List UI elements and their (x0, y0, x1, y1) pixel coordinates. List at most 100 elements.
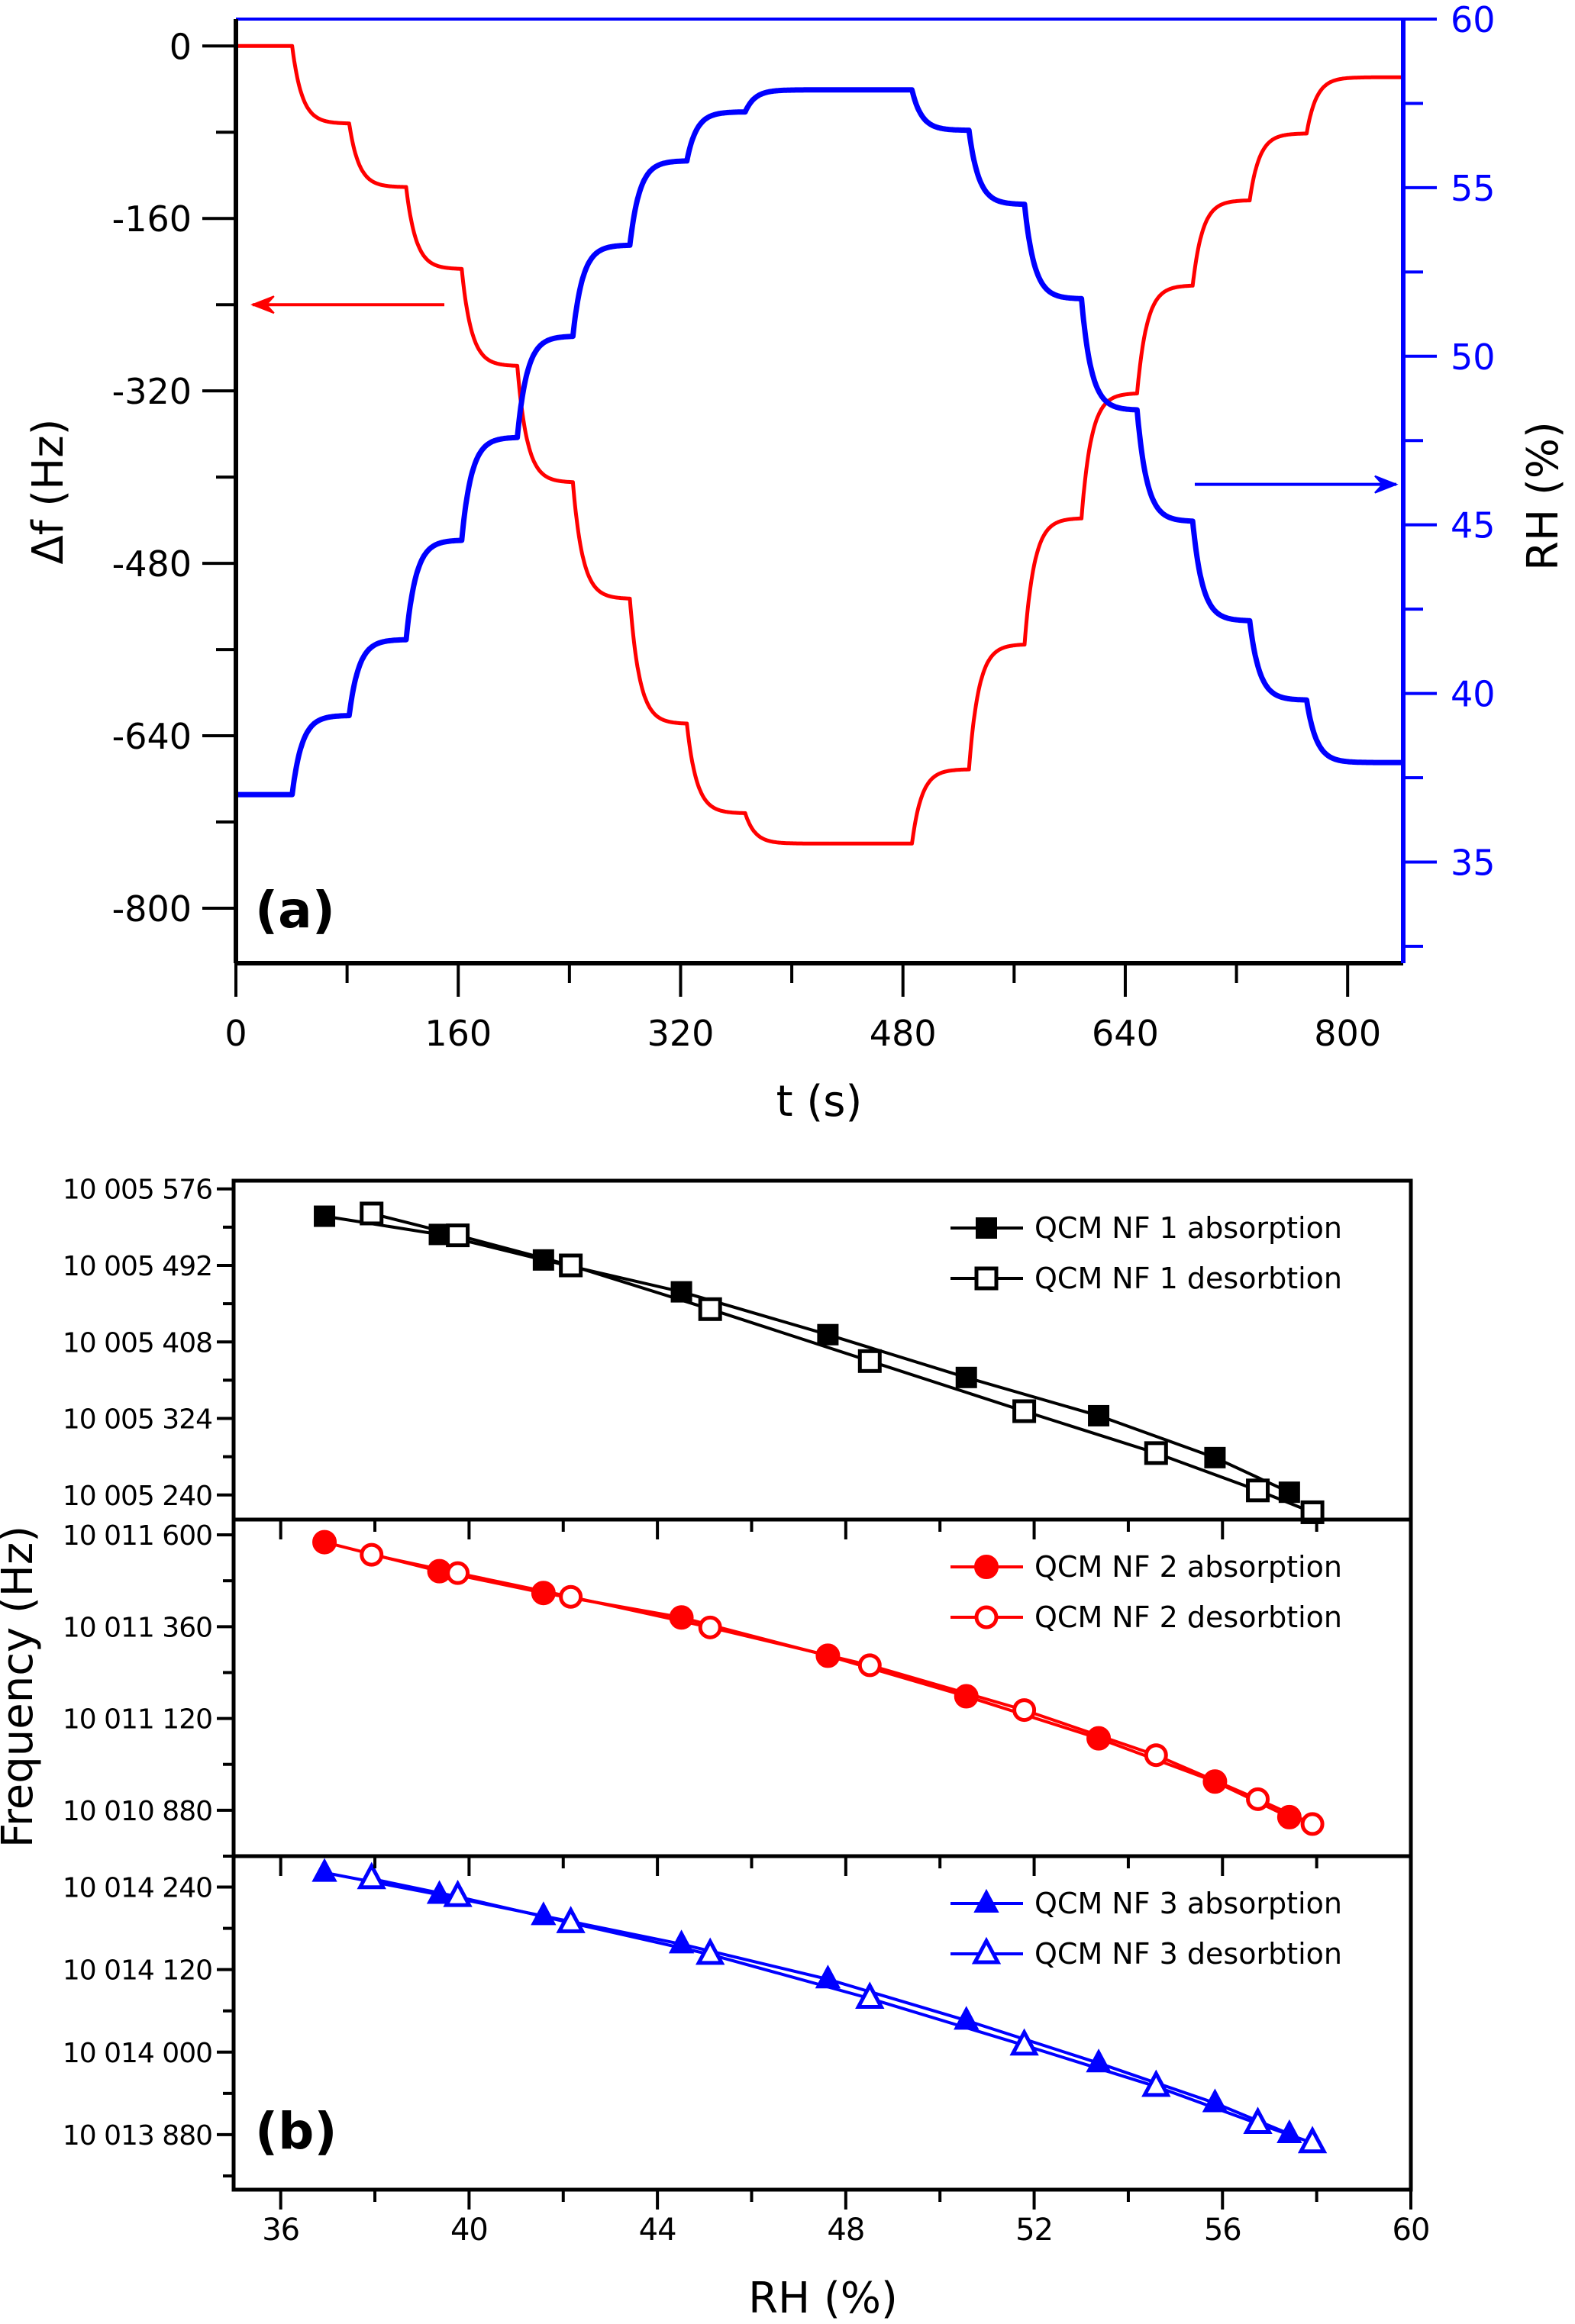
y-tick-label: 10 005 492 (63, 1251, 212, 1282)
y-tick-label: 10 005 324 (63, 1404, 212, 1436)
data-point-square (360, 1201, 384, 1226)
y-tick-label: 10 011 600 (63, 1520, 212, 1552)
x-tick-label: 480 (870, 1013, 937, 1054)
data-point-square (976, 1217, 997, 1239)
legend-entry: QCM NF 2 desorbtion (950, 1600, 1342, 1634)
panel-a-axes: 0 160 320 480 640 800 0 -160 -320 -480 -640 -800 35 4… (112, 0, 1496, 1054)
y-tick-label-right: 40 (1451, 674, 1496, 715)
data-point-triangle (971, 1936, 1002, 1965)
data-point-circle (857, 1653, 882, 1678)
legend-entry: QCM NF 1 absorption (950, 1211, 1342, 1245)
y-tick-label-right: 60 (1451, 0, 1496, 40)
y-tick-label-left: -320 (112, 371, 192, 412)
panel-a-y-axis-title-left: Δf (Hz) (24, 418, 73, 564)
legend-entry: QCM NF 3 desorbtion (950, 1936, 1342, 1971)
left-axis-arrow (250, 295, 445, 314)
data-point-square (1204, 1446, 1226, 1468)
data-point-circle (974, 1605, 999, 1629)
series-line (371, 1553, 1313, 1826)
right-axis-arrow (1194, 475, 1399, 494)
y-tick-label: 10 014 000 (63, 2038, 212, 2069)
panel-a-series (234, 44, 1406, 846)
data-point-square (559, 1253, 583, 1278)
data-point-circle (559, 1584, 583, 1609)
panel-a-annotations (250, 295, 1399, 494)
y-tick-label: 10 011 120 (63, 1704, 212, 1736)
frequency-shift-curve-line (234, 44, 1405, 846)
data-point-triangle (311, 1858, 337, 1882)
legend-label: QCM NF 2 desorbtion (1034, 1600, 1342, 1634)
y-tick-label: 10 014 240 (63, 1873, 212, 1904)
data-point-circle (360, 1542, 384, 1567)
y-tick-label: 10 013 880 (63, 2120, 212, 2152)
data-point-circle (446, 1561, 470, 1585)
panel-b-x-axis-title: RH (%) (748, 2274, 898, 2323)
data-point-square (1088, 1404, 1110, 1426)
panel-b-axes: 10 005 240 10 005 324 10 005 408 10 005 492… (63, 1175, 1431, 2248)
y-tick-label-left: -160 (112, 198, 192, 240)
subplot-2 (312, 1529, 1325, 1836)
legend-label: QCM NF 1 absorption (1034, 1211, 1342, 1245)
panel-b-legend: QCM NF 1 absorption QCM NF 1 desorbtion QC… (950, 1211, 1342, 1971)
y-tick-label: 10 005 408 (63, 1327, 212, 1359)
data-point-circle (1144, 1743, 1168, 1768)
subplot-1 (314, 1201, 1325, 1524)
y-tick-label: 10 005 576 (63, 1175, 212, 1206)
data-point-triangle (1297, 2126, 1328, 2154)
rh-curve-line (234, 87, 1406, 798)
x-tick-label: 52 (1015, 2213, 1053, 2248)
y-tick-label: 10 014 120 (63, 1955, 212, 1987)
y-tick-label-left: -800 (112, 888, 192, 930)
panel-b-chart: 10 005 240 10 005 324 10 005 408 10 005 492… (0, 1175, 1431, 2323)
y-tick-label: 10 010 880 (63, 1796, 212, 1827)
data-point-square (1012, 1399, 1037, 1423)
data-point-square (955, 1366, 977, 1388)
data-point-square (1246, 1478, 1270, 1503)
legend-entry: QCM NF 3 absorption (950, 1887, 1342, 1920)
data-point-circle (312, 1529, 337, 1555)
x-tick-label: 60 (1393, 2213, 1430, 2248)
x-tick-label: 160 (424, 1013, 492, 1054)
panel-a-label: (a) (255, 881, 335, 940)
x-tick-label: 44 (639, 2213, 676, 2248)
legend-label: QCM NF 3 absorption (1034, 1887, 1342, 1920)
data-point-triangle (443, 1879, 473, 1907)
data-point-triangle (973, 1888, 999, 1913)
data-point-triangle (556, 1906, 586, 1933)
x-tick-label: 800 (1314, 1013, 1381, 1054)
legend-label: QCM NF 2 absorption (1034, 1550, 1342, 1584)
data-point-circle (1246, 1787, 1270, 1811)
data-point-triangle (1141, 2069, 1171, 2097)
legend-label: QCM NF 3 desorbtion (1034, 1937, 1342, 1971)
data-point-triangle (1009, 2028, 1039, 2056)
y-tick-label-right: 35 (1451, 842, 1496, 883)
panel-b-series (311, 1201, 1328, 2154)
data-point-square (1144, 1441, 1168, 1465)
x-tick-label: 56 (1204, 2213, 1241, 2248)
x-tick-label: 640 (1092, 1013, 1159, 1054)
panel-a-chart: 0 160 320 480 640 800 0 -160 -320 -480 -640 -800 35 4… (24, 0, 1568, 1127)
subplot-3 (311, 1858, 1328, 2154)
subplot-frame (231, 1854, 1413, 2192)
y-tick-label-right: 50 (1451, 337, 1496, 378)
series-line (371, 1212, 1313, 1514)
panel-a-y-axis-title-right: RH (%) (1519, 421, 1568, 571)
data-point-circle (698, 1615, 722, 1639)
panel-a-x-axis-title: t (s) (776, 1077, 863, 1127)
x-tick-label: 36 (262, 2213, 299, 2248)
legend-entry: QCM NF 2 absorption (950, 1550, 1342, 1584)
x-tick-label: 40 (450, 2213, 488, 2248)
data-point-circle (669, 1605, 694, 1630)
panel-b-y-axis-title: Frequency (Hz) (0, 1526, 43, 1848)
data-point-triangle (1243, 2106, 1273, 2134)
data-point-triangle (357, 1861, 386, 1890)
data-point-square (857, 1349, 882, 1373)
y-tick-label-left: -640 (112, 716, 192, 757)
x-tick-label: 320 (647, 1013, 715, 1054)
data-point-square (817, 1323, 839, 1346)
panel-b-label: (b) (255, 2102, 337, 2161)
data-point-circle (1300, 1812, 1325, 1836)
data-point-triangle (696, 1937, 725, 1965)
arrow-head-icon (250, 295, 275, 314)
